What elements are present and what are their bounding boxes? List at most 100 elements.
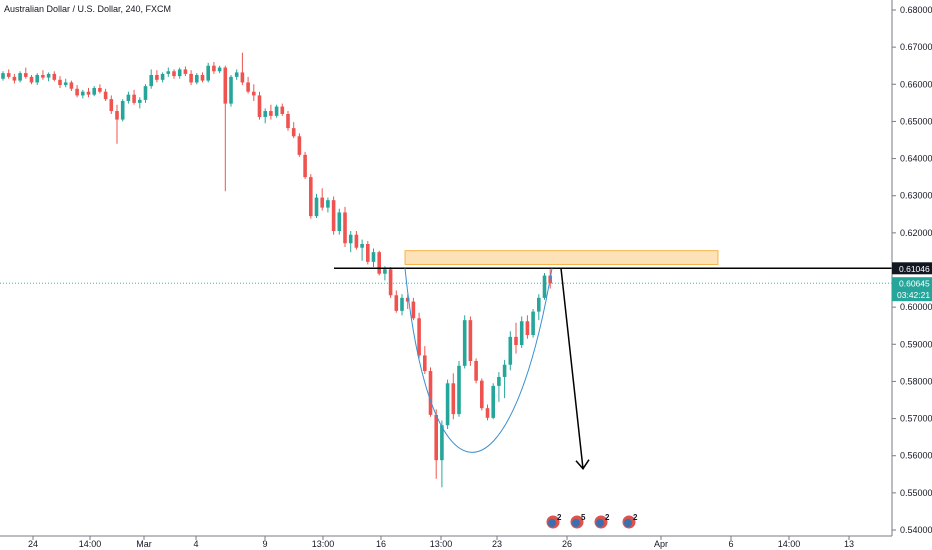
candle — [269, 104, 273, 120]
candle — [109, 95, 114, 114]
candle — [423, 346, 427, 374]
candle-body — [451, 383, 456, 415]
flag-icon-inner — [548, 519, 556, 527]
candle-body — [326, 200, 330, 208]
candle — [252, 84, 256, 101]
projection-arrow-line[interactable] — [560, 268, 584, 469]
candle — [468, 316, 473, 366]
candle-body — [58, 79, 62, 86]
candle-body — [69, 82, 74, 89]
candle — [257, 91, 262, 120]
candle — [155, 70, 159, 83]
candle-body — [120, 101, 125, 120]
candle — [320, 188, 324, 211]
candle — [120, 99, 125, 122]
candle — [343, 206, 347, 247]
candle — [212, 62, 216, 74]
candle-body — [309, 177, 313, 217]
candle-body — [18, 73, 22, 81]
candle-body — [445, 383, 450, 426]
candle-body — [86, 91, 91, 95]
rounding-bottom-curve[interactable] — [404, 268, 553, 453]
candle-body — [297, 136, 302, 155]
candle-body — [360, 244, 364, 248]
candle — [195, 73, 199, 85]
candle-body — [542, 275, 547, 298]
time-tick-label: Mar — [136, 539, 152, 549]
flag-icon-inner — [596, 519, 604, 527]
candle — [6, 69, 11, 79]
candle — [132, 89, 136, 105]
candle — [377, 250, 381, 276]
event-badge[interactable]: 2 — [621, 513, 638, 530]
candle-body — [514, 336, 518, 346]
candle — [480, 378, 484, 411]
event-badge[interactable]: 2 — [545, 513, 562, 530]
candle-body — [531, 311, 535, 335]
candle-body — [234, 72, 239, 77]
candle — [149, 69, 153, 89]
candle — [52, 71, 57, 82]
candle — [405, 294, 410, 309]
candle-body — [497, 376, 501, 386]
price-tick-label: 0.55000 — [900, 488, 932, 498]
candle — [514, 322, 518, 354]
candle-body — [229, 76, 233, 104]
candle — [69, 80, 74, 91]
candle-body — [257, 95, 262, 117]
candle — [29, 75, 34, 85]
candle — [400, 294, 404, 316]
price-tick-label: 0.63000 — [900, 191, 932, 201]
time-tick-label: 24 — [28, 539, 38, 549]
candle-body — [149, 75, 153, 87]
candle — [200, 72, 205, 83]
candle — [103, 88, 108, 101]
candle-body — [252, 91, 256, 96]
candle — [462, 315, 467, 369]
candle-body — [280, 106, 285, 114]
candle-body — [428, 371, 433, 415]
event-badge[interactable]: 2 — [593, 513, 610, 530]
price-tick-label: 0.58000 — [900, 376, 932, 386]
candle-body — [155, 75, 159, 80]
candle — [75, 85, 79, 98]
candle-body — [462, 320, 467, 366]
candle-body — [291, 128, 296, 137]
event-badge[interactable]: 5 — [569, 513, 586, 530]
candle-body — [75, 88, 79, 96]
candle-body — [519, 321, 524, 346]
candle-body — [269, 111, 273, 116]
candle — [138, 97, 142, 109]
candle-body — [423, 355, 427, 372]
time-tick-label: 13:00 — [430, 539, 453, 549]
time-tick-label: 13 — [844, 539, 854, 549]
candle-body — [525, 321, 530, 335]
economic-events: 2 5 2 2 — [545, 513, 638, 530]
price-tick-label: 0.56000 — [900, 451, 932, 461]
candle-body — [98, 88, 102, 92]
candle-body — [491, 385, 495, 418]
last-price-label: 0.60645 — [899, 279, 930, 289]
candle-body — [417, 318, 421, 356]
candle — [63, 78, 68, 88]
price-tick-label: 0.65000 — [900, 116, 932, 126]
time-tick-label: 9 — [262, 539, 267, 549]
candle-body — [41, 75, 45, 78]
candle-body — [138, 99, 142, 103]
supply-zone[interactable] — [404, 250, 719, 265]
time-tick-label: 14:00 — [79, 539, 102, 549]
candle-body — [377, 252, 381, 274]
event-count: 2 — [633, 513, 638, 522]
candle-body — [457, 365, 461, 415]
candle — [348, 231, 353, 253]
candle-body — [480, 380, 484, 409]
candle-body — [440, 425, 444, 461]
flag-icon-inner — [624, 519, 632, 527]
candle — [497, 372, 501, 402]
candle — [217, 65, 222, 74]
candle — [337, 208, 342, 235]
candle-body — [217, 67, 222, 72]
candle — [291, 122, 296, 139]
candle-body — [343, 212, 347, 244]
